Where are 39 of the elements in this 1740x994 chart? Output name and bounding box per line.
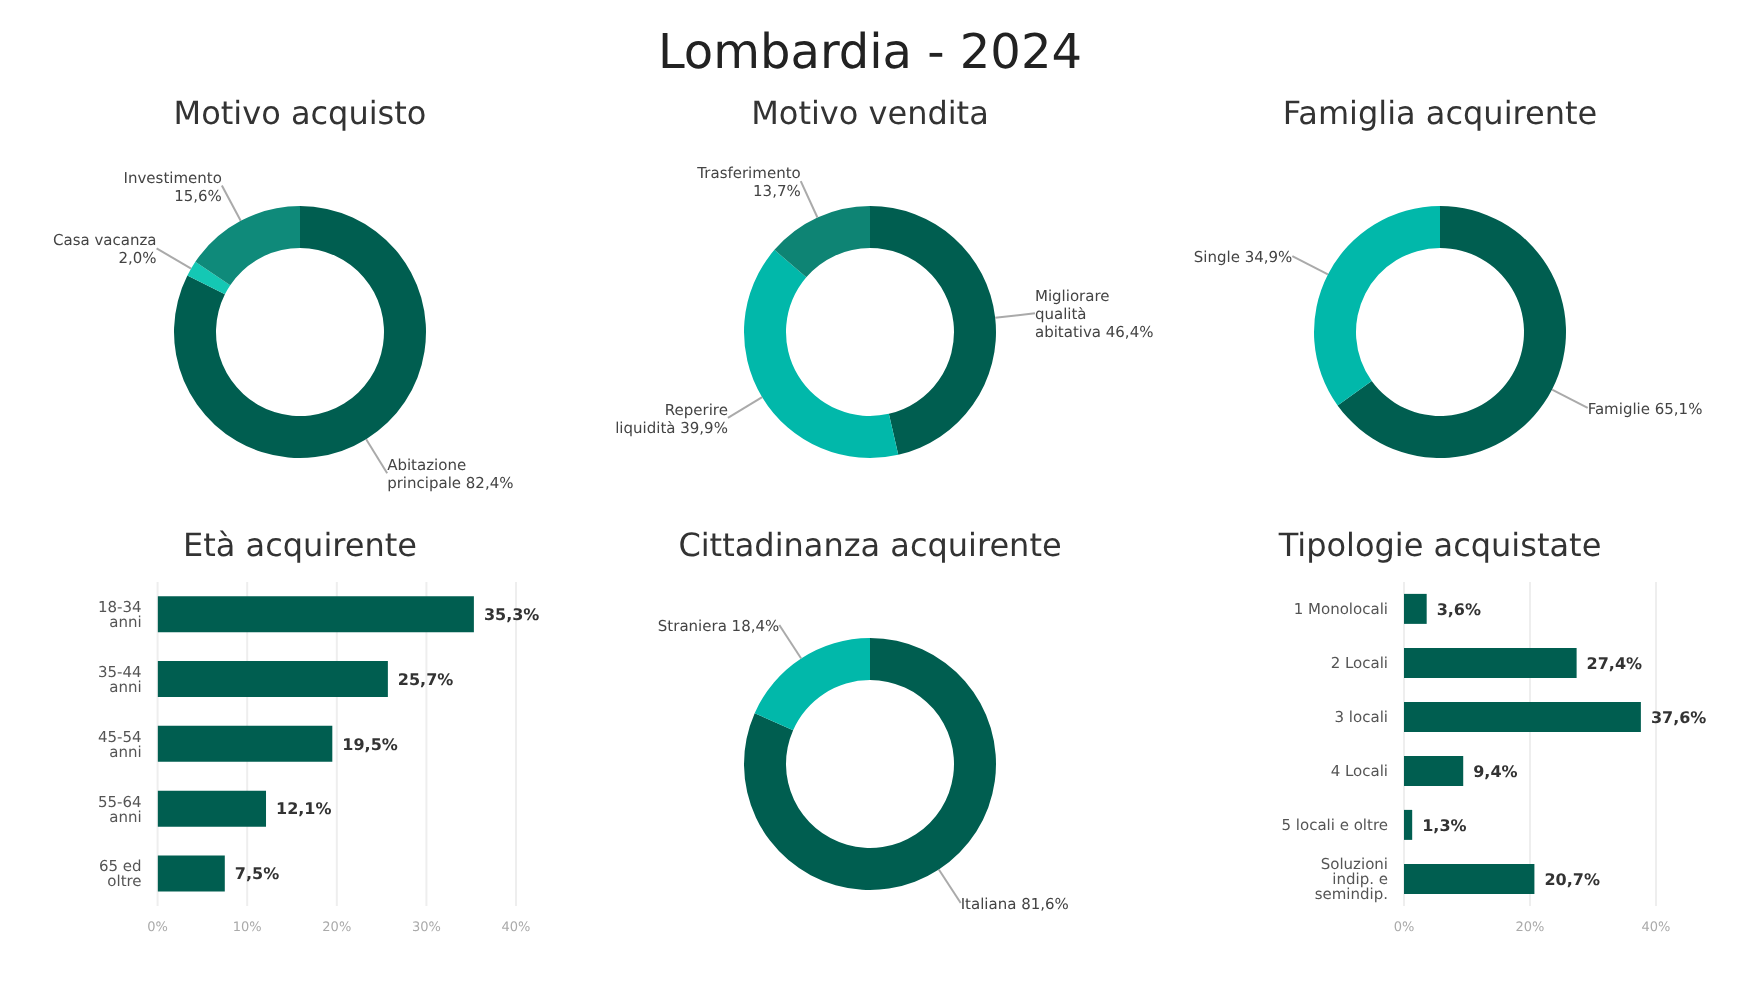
data-label: 12,1%: [276, 800, 332, 819]
bar: [157, 790, 267, 827]
bar: [1404, 863, 1535, 894]
data-label: 1,3%: [1422, 816, 1467, 835]
chart-title: Famiglia acquirente: [1280, 92, 1600, 136]
bar: [157, 596, 474, 633]
bar: [1404, 755, 1464, 786]
data-label: 7,5%: [234, 865, 280, 884]
donut-slice: [1314, 206, 1440, 406]
data-label: 25,7%: [397, 670, 454, 689]
bar: [1404, 593, 1427, 624]
bar: [157, 855, 225, 892]
data-label: 9,4%: [1473, 762, 1518, 781]
text: Lombardia - 2024: [657, 24, 1082, 80]
donut-slice: [744, 638, 996, 890]
chart-title: Età acquirente: [181, 524, 419, 568]
data-label: 19,5%: [342, 735, 398, 754]
data-label: 27,4%: [1586, 654, 1643, 673]
data-label: 3,6%: [1436, 600, 1482, 619]
data-label: 37,6%: [1650, 708, 1707, 727]
donut-slice: [754, 638, 870, 731]
data-label: 35,3%: [483, 605, 540, 624]
chart-title: Cittadinanza acquirente: [676, 524, 1064, 568]
bar: [1404, 701, 1641, 732]
chart-title: Motivo acquisto: [171, 92, 429, 136]
donut-slice: [744, 249, 899, 458]
bar: [157, 661, 388, 698]
donut-slice: [870, 206, 996, 455]
donut-slice: [195, 206, 300, 286]
donut-slice: [774, 206, 870, 278]
bar: [1404, 809, 1413, 840]
chart-title: Motivo vendita: [749, 92, 991, 136]
chart-title: Tipologie acquistate: [1276, 524, 1604, 568]
donut-slice: [174, 206, 426, 458]
data-label: 20,7%: [1544, 870, 1600, 889]
bar: [157, 725, 333, 762]
donut-slice: [1337, 206, 1566, 458]
donut-slice: [187, 261, 231, 295]
bar: [1404, 647, 1577, 678]
